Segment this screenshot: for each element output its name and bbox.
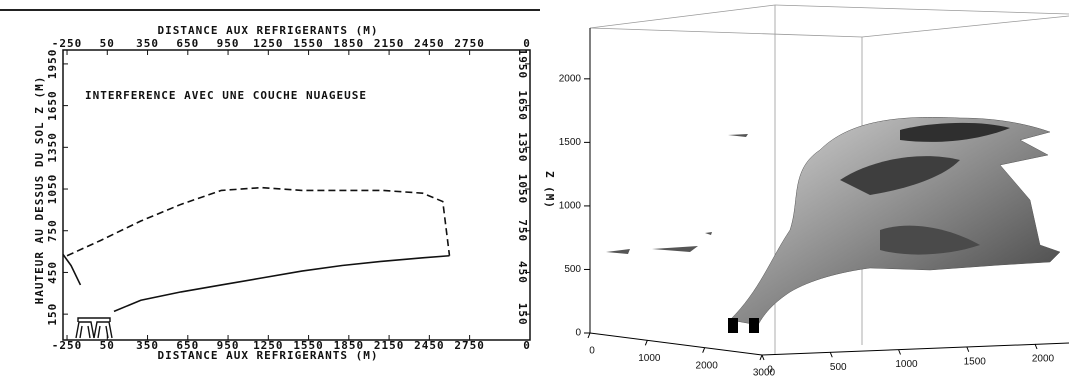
y2-tick-label: 1050 (516, 174, 529, 205)
y-tick-label: 150 (46, 303, 59, 326)
plume-line (66, 186, 451, 257)
y2-tick-label: 450 (516, 261, 529, 284)
x-axis (589, 332, 763, 356)
x-tick-label: 2000 (696, 360, 719, 371)
z-tick-label: 1000 (559, 201, 582, 212)
x-tick-label: 650 (176, 37, 199, 50)
y-tick-label: 1650 (46, 90, 59, 121)
y2-tick-label: 1950 (516, 49, 529, 79)
annotation: INTERFERENCE AVEC UNE COUCHE NUAGEUSE (85, 89, 367, 102)
y-tick (761, 354, 765, 361)
cooling-towers (75, 317, 113, 339)
x-axis-title: DISTANCE AUX REFRIGERANTS (M) (157, 349, 378, 362)
x-tick-label: 350 (136, 339, 159, 352)
x-tick-label: 1550 (293, 339, 324, 352)
x-tick-label: 1850 (334, 339, 365, 352)
x-tick-label: 2750 (454, 339, 485, 352)
x-tick (702, 347, 706, 353)
y-tick-label: 450 (46, 261, 59, 284)
x-end-label: 0 (523, 37, 531, 50)
y-tick-label: 1500 (964, 356, 987, 367)
x-tick-label: 2450 (414, 339, 445, 352)
y-tick-label: 1000 (895, 359, 918, 370)
x-tick-label: 50 (100, 37, 115, 50)
x-tick-label: 2150 (374, 339, 405, 352)
x-tick-label: 350 (136, 37, 159, 50)
z-tick-label: 0 (575, 328, 581, 339)
x-tick-label: 650 (176, 339, 199, 352)
x-tick (587, 332, 591, 339)
x-tick-label: 2450 (414, 37, 445, 50)
top-axis-title: DISTANCE AUX REFRIGERANTS (M) (157, 24, 378, 37)
x-tick-label: 1000 (638, 353, 661, 364)
x-end-label: 0 (523, 339, 531, 352)
y2-tick-label: 1350 (516, 132, 529, 163)
x-tick-label: 3000 (753, 368, 776, 379)
plume-line (62, 253, 82, 286)
x-tick-label: 2750 (454, 37, 485, 50)
x-tick-label: -250 (52, 339, 83, 352)
x-tick-label: 0 (589, 346, 595, 357)
y-tick (966, 346, 970, 352)
x-tick-label: 2150 (374, 37, 405, 50)
plume-surface (606, 116, 1061, 333)
y2-tick-label: 750 (516, 219, 529, 242)
y-axis-title: HAUTEUR AU DESSUS DU SOL Z (M) (33, 76, 46, 305)
y2-axis-title: Z (M) (543, 171, 556, 209)
x-tick-label: 1250 (253, 339, 284, 352)
x-tick-label: 1550 (293, 37, 324, 50)
y2-tick-label: 1650 (516, 90, 529, 121)
plume-line (113, 254, 450, 313)
z-tick-label: 500 (564, 264, 581, 275)
left-chart: DISTANCE AUX REFRIGERANTS (M) DISTANCE AU… (0, 9, 556, 362)
y-axis (761, 342, 1069, 356)
y-tick-label: 500 (830, 362, 847, 373)
x-tick-label: 50 (100, 339, 115, 352)
y-tick-label: 2000 (1032, 354, 1055, 365)
y-tick-label: 1350 (46, 132, 59, 163)
z-tick-label: 1500 (559, 137, 582, 148)
z-tick-label: 2000 (559, 73, 582, 84)
y-tick-label: 1050 (46, 174, 59, 205)
y-tick (1034, 343, 1038, 350)
y-tick (898, 349, 901, 355)
x-tick (759, 354, 763, 361)
x-tick-label: 950 (217, 339, 240, 352)
y-tick-label: 750 (46, 219, 59, 242)
y-tick-label: 1950 (46, 49, 59, 79)
x-tick-label: 1850 (334, 37, 365, 50)
y-tick (829, 352, 833, 358)
x-tick (644, 340, 648, 346)
x-tick-label: 950 (217, 37, 240, 50)
y2-tick-label: 150 (516, 303, 529, 326)
plot-frame (62, 49, 531, 341)
x-tick-label: -250 (52, 37, 83, 50)
x-tick-label: 1250 (253, 37, 284, 50)
y-tick-label: 0 (767, 365, 773, 376)
